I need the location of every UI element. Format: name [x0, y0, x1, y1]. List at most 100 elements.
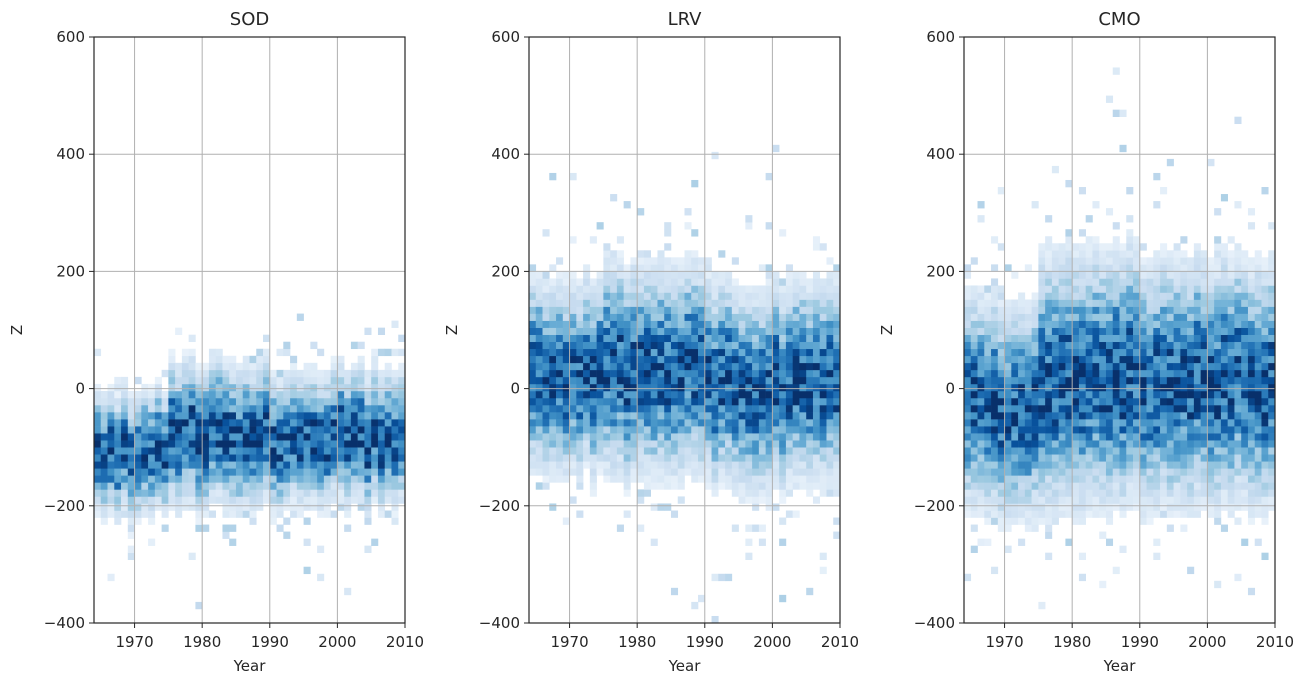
heatmap-cell: [242, 440, 250, 448]
heatmap-cell: [964, 355, 972, 364]
heatmap-cell: [1004, 433, 1012, 441]
heatmap-cell: [970, 362, 978, 371]
heatmap-cell: [127, 510, 135, 518]
heatmap-cell: [792, 447, 800, 455]
heatmap-cell: [977, 426, 985, 434]
heatmap-cell: [1220, 412, 1228, 420]
heatmap-cell: [1193, 426, 1201, 434]
heatmap-cell: [1160, 369, 1168, 378]
heatmap-cell: [181, 355, 189, 364]
heatmap-cell: [1004, 454, 1012, 462]
heatmap-cell: [785, 341, 793, 350]
heatmap-cell: [596, 397, 604, 406]
heatmap-cell: [576, 510, 584, 518]
heatmap-cell: [398, 412, 406, 420]
heatmap-cell: [1018, 468, 1026, 476]
heatmap-cell: [556, 348, 564, 357]
heatmap-cell: [670, 292, 679, 300]
heatmap-cell: [1146, 334, 1154, 343]
panel-lrv: 1970 1980 1990 2000 2010−400−2000200400600LR…: [443, 9, 859, 675]
heatmap-cell: [357, 433, 365, 441]
heatmap-cell: [94, 468, 102, 476]
heatmap-cell: [1105, 503, 1114, 511]
heatmap-cell: [1173, 489, 1181, 497]
heatmap-cell: [1038, 348, 1046, 357]
heatmap-cell: [269, 390, 277, 399]
heatmap-cell: [812, 292, 821, 300]
heatmap-cell: [1092, 383, 1100, 392]
plot-frame: [93, 36, 406, 624]
heatmap-cell: [1214, 426, 1222, 434]
heatmap-cell: [323, 461, 331, 469]
heatmap-cell: [1254, 397, 1262, 406]
heatmap-cell: [1078, 327, 1086, 335]
heatmap-cell: [188, 503, 196, 511]
heatmap-cell: [826, 257, 834, 265]
heatmap-cell: [964, 299, 972, 307]
heatmap-cell: [94, 426, 102, 434]
heatmap-cell: [1139, 440, 1147, 448]
heatmap-cell: [806, 412, 814, 420]
heatmap-cell: [1180, 355, 1188, 364]
heatmap-cell: [826, 482, 834, 490]
heatmap-cell: [745, 524, 753, 532]
heatmap-cell: [970, 461, 978, 469]
heatmap-cell: [643, 390, 651, 399]
heatmap-cell: [826, 278, 834, 286]
heatmap-cell: [731, 369, 739, 378]
heatmap-cell: [1058, 383, 1066, 392]
heatmap-cell: [556, 313, 564, 321]
heatmap-cell: [1207, 369, 1215, 378]
heatmap-cell: [377, 426, 386, 434]
heatmap-cell: [562, 362, 570, 371]
heatmap-cell: [296, 383, 304, 392]
heatmap-cell: [583, 313, 591, 321]
heatmap-cell: [1085, 306, 1093, 314]
heatmap-cell: [698, 292, 706, 300]
heatmap-cell: [758, 461, 766, 469]
heatmap-cell: [576, 376, 584, 385]
heatmap-cell: [1241, 468, 1249, 476]
heatmap-cell: [1092, 362, 1100, 371]
heatmap-cell: [1187, 355, 1195, 364]
heatmap-cell: [350, 433, 358, 441]
heatmap-cell: [1180, 271, 1188, 279]
heatmap-cell: [1133, 243, 1141, 251]
heatmap-cell: [1058, 355, 1066, 364]
heatmap-cell: [610, 327, 618, 335]
heatmap-cell: [765, 397, 773, 406]
heatmap-cell: [583, 341, 591, 350]
heatmap-cell: [752, 440, 760, 448]
heatmap-cell: [610, 341, 618, 350]
heatmap-cell: [833, 285, 841, 293]
heatmap-cell: [1153, 250, 1161, 258]
heatmap-cell: [549, 362, 557, 371]
heatmap-cell: [1133, 257, 1141, 265]
heatmap-cell: [792, 292, 800, 300]
heatmap-cell: [833, 426, 841, 434]
heatmap-cell: [549, 426, 557, 434]
heatmap-cell: [1038, 306, 1046, 314]
heatmap-cell: [229, 426, 237, 434]
heatmap-cell: [222, 454, 230, 462]
heatmap-cell: [1024, 327, 1032, 335]
heatmap-cell: [384, 348, 392, 357]
heatmap-cell: [997, 447, 1005, 455]
heatmap-cell: [542, 334, 550, 343]
heatmap-cell: [589, 320, 597, 328]
heatmap-cell: [1234, 327, 1242, 335]
heatmap-cell: [1193, 362, 1201, 371]
heatmap-cell: [637, 447, 645, 455]
heatmap-cell: [1187, 566, 1195, 575]
heatmap-cell: [1011, 440, 1019, 448]
heatmap-cell: [1193, 383, 1201, 392]
heatmap-cell: [833, 419, 841, 427]
heatmap-cell: [711, 390, 719, 399]
heatmap-cell: [1241, 383, 1249, 392]
heatmap-cell: [1234, 419, 1242, 427]
heatmap-cell: [1051, 405, 1059, 413]
heatmap-cell: [785, 264, 793, 272]
heatmap-cell: [371, 376, 379, 385]
heatmap-cell: [670, 362, 679, 371]
heatmap-cell: [1254, 447, 1262, 455]
